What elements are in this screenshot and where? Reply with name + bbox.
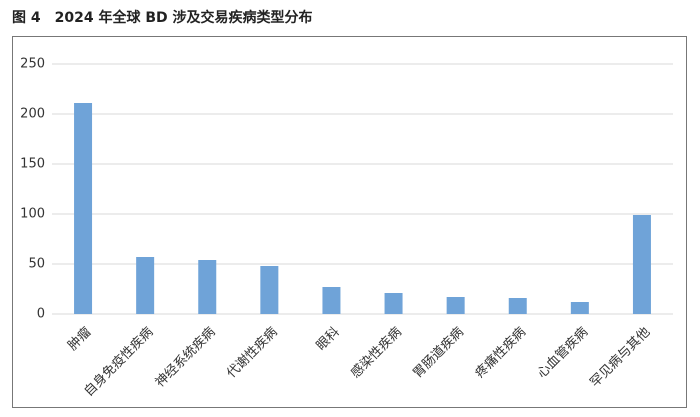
y-tick-label: 100 — [20, 207, 45, 222]
y-tick-label: 50 — [28, 257, 45, 272]
bar — [508, 298, 527, 314]
bar — [136, 257, 155, 314]
y-tick-label: 0 — [37, 307, 45, 322]
y-tick-label: 200 — [20, 107, 45, 122]
x-tick-label: 罕见病与其他 — [587, 325, 653, 391]
y-tick-label: 250 — [20, 57, 45, 72]
x-tick-label: 神经系统疾病 — [153, 325, 219, 391]
chart-title: 图 4 2024 年全球 BD 涉及交易疾病类型分布 — [12, 9, 313, 26]
bar — [632, 215, 651, 314]
bar — [260, 266, 279, 314]
x-tick-label: 心血管疾病 — [535, 325, 592, 382]
bar — [74, 103, 93, 314]
x-tick-label: 疼痛性疾病 — [472, 324, 529, 381]
bar — [384, 293, 403, 314]
bar — [446, 297, 465, 314]
bar — [322, 287, 341, 314]
x-tick-label: 感染性疾病 — [348, 324, 405, 381]
bar — [198, 260, 217, 314]
y-tick-label: 150 — [20, 157, 45, 172]
x-tick-label: 胃肠道疾病 — [410, 325, 467, 382]
chart-frame — [12, 36, 687, 408]
bar — [570, 302, 589, 314]
x-tick-label: 眼科 — [314, 325, 343, 354]
x-tick-label: 肿瘤 — [65, 324, 95, 354]
x-tick-label: 代谢性疾病 — [223, 324, 280, 381]
